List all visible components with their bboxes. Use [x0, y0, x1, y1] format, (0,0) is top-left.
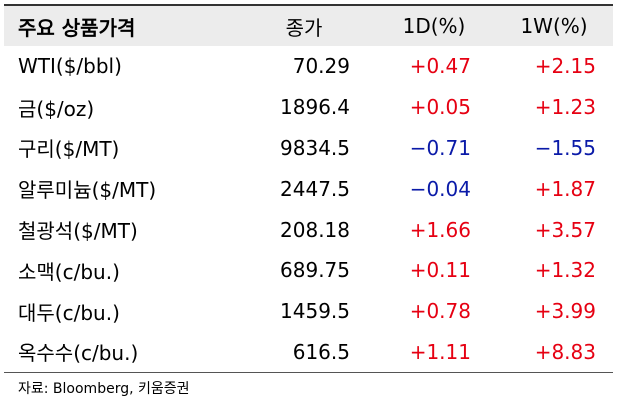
value-cell: −0.04	[409, 176, 471, 201]
row-label: 구리($/MT)	[18, 137, 120, 162]
table-row: WTI($/bbl) 70.29 +0.47 +2.15	[4, 46, 613, 87]
row-label: 대두(c/bu.)	[18, 300, 120, 325]
value-cell: 2447.5	[280, 176, 350, 201]
value-cell: 1459.5	[280, 299, 350, 324]
value-cell: −1.55	[534, 135, 596, 160]
table-row: 구리($/MT) 9834.5 −0.71 −1.55	[4, 128, 613, 169]
value-cell: −0.71	[409, 135, 471, 160]
value-cell: +3.99	[534, 299, 596, 324]
row-label: 소맥(c/bu.)	[18, 259, 120, 284]
row-label: WTI($/bbl)	[18, 54, 122, 79]
value-cell: +1.11	[409, 339, 471, 364]
row-label: 옥수수(c/bu.)	[18, 341, 139, 366]
row-label: 철광석($/MT)	[18, 219, 138, 244]
table-row: 소맥(c/bu.) 689.75 +0.11 +1.32	[4, 250, 613, 291]
table-row: 금($/oz) 1896.4 +0.05 +1.23	[4, 87, 613, 128]
source-note: 자료: Bloomberg, 키움증권	[18, 381, 190, 397]
value-cell: +2.15	[534, 54, 596, 79]
value-cell: 689.75	[280, 258, 350, 283]
header-cell: 주요 상품가격	[18, 15, 136, 40]
table-row: 대두(c/bu.) 1459.5 +0.78 +3.99	[4, 291, 613, 332]
header-cell: 종가	[285, 15, 323, 40]
value-cell: +1.66	[409, 217, 471, 242]
value-cell: +8.83	[534, 339, 596, 364]
header-cell: 1D(%)	[402, 14, 466, 38]
value-cell: +3.57	[534, 217, 596, 242]
value-cell: +0.05	[409, 95, 471, 120]
value-cell: +0.11	[409, 258, 471, 283]
row-label: 금($/oz)	[18, 96, 95, 121]
row-label: 알루미늄($/MT)	[18, 178, 157, 203]
value-cell: 616.5	[292, 339, 350, 364]
header-cell: 1W(%)	[520, 14, 588, 38]
value-cell: +0.47	[409, 54, 471, 79]
value-cell: +1.87	[534, 176, 596, 201]
value-cell: 1896.4	[280, 95, 350, 120]
value-cell: +1.32	[534, 258, 596, 283]
commodity-table: 주요 상품가격 종가 1D(%) 1W(%) WTI($/bbl) 70.29 +0.47 +…	[4, 4, 613, 374]
header-row: 주요 상품가격 종가 1D(%) 1W(%)	[4, 6, 613, 46]
value-cell: +0.78	[409, 299, 471, 324]
value-cell: 9834.5	[280, 135, 350, 160]
value-cell: 208.18	[280, 217, 350, 242]
value-cell: 70.29	[292, 54, 350, 79]
table-row: 알루미늄($/MT) 2447.5 −0.04 +1.87	[4, 168, 613, 209]
table-row: 철광석($/MT) 208.18 +1.66 +3.57	[4, 209, 613, 250]
table-row: 옥수수(c/bu.) 616.5 +1.11 +8.83	[4, 332, 613, 373]
value-cell: +1.23	[534, 95, 596, 120]
